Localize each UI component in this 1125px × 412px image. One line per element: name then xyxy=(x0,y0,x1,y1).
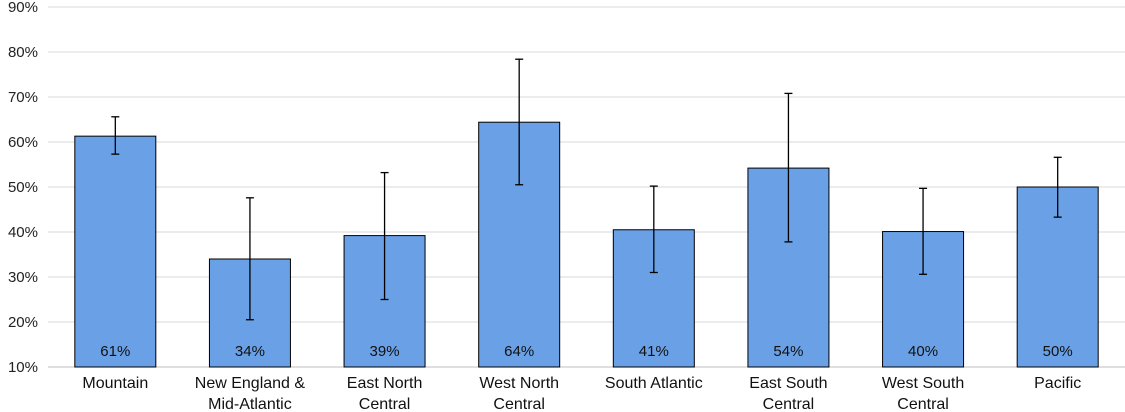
data-labels: 61% 34% 39% 64% 41% 54% 40% 50% xyxy=(100,343,1072,360)
y-tick-label: 20% xyxy=(8,314,38,331)
y-tick-label: 10% xyxy=(8,359,38,376)
data-label: 34% xyxy=(235,343,265,360)
bar xyxy=(74,135,157,368)
x-axis-category-labels: Mountain New England & Mid-Atlantic East No… xyxy=(82,375,1081,412)
x-category-label: East North Central xyxy=(347,375,423,412)
y-tick-label: 30% xyxy=(8,269,38,286)
x-category-label-line: East South xyxy=(749,375,827,392)
x-category-label-line: Mountain xyxy=(82,375,148,392)
x-category-label: West South Central xyxy=(882,375,964,412)
y-tick-label: 80% xyxy=(8,44,38,61)
x-category-label: New England & Mid-Atlantic xyxy=(195,375,306,412)
x-category-label-line: East North xyxy=(347,375,423,392)
y-tick-label: 50% xyxy=(8,179,38,196)
data-label: 40% xyxy=(908,343,938,360)
bars xyxy=(74,121,1099,368)
x-category-label: East South Central xyxy=(749,375,827,412)
x-category-label-line: New England & xyxy=(195,375,306,392)
data-label: 39% xyxy=(370,343,400,360)
x-category-label-line: Central xyxy=(359,396,411,412)
data-label: 64% xyxy=(504,343,534,360)
x-category-label-line: Pacific xyxy=(1034,375,1081,392)
x-category-label-line: Central xyxy=(493,396,545,412)
data-label: 50% xyxy=(1043,343,1073,360)
x-category-label-line: West North xyxy=(479,375,559,392)
y-tick-label: 60% xyxy=(8,134,38,151)
data-label: 54% xyxy=(773,343,803,360)
x-category-label: West North Central xyxy=(479,375,559,412)
error-bars xyxy=(111,58,1062,321)
x-category-label: South Atlantic xyxy=(605,375,703,392)
y-tick-label: 70% xyxy=(8,89,38,106)
x-category-label: Pacific xyxy=(1034,375,1081,392)
x-category-label-line: Central xyxy=(897,396,949,412)
x-category-label: Mountain xyxy=(82,375,148,392)
x-category-label-line: Mid-Atlantic xyxy=(208,396,292,412)
data-label: 61% xyxy=(100,343,130,360)
y-tick-label: 40% xyxy=(8,224,38,241)
y-axis-tick-labels: 10% 20% 30% 40% 50% 60% 70% 80% 90% xyxy=(8,0,38,376)
y-tick-label: 90% xyxy=(8,0,38,16)
x-category-label-line: South Atlantic xyxy=(605,375,703,392)
data-label: 41% xyxy=(639,343,669,360)
x-category-label-line: Central xyxy=(763,396,815,412)
x-category-label-line: West South xyxy=(882,375,964,392)
